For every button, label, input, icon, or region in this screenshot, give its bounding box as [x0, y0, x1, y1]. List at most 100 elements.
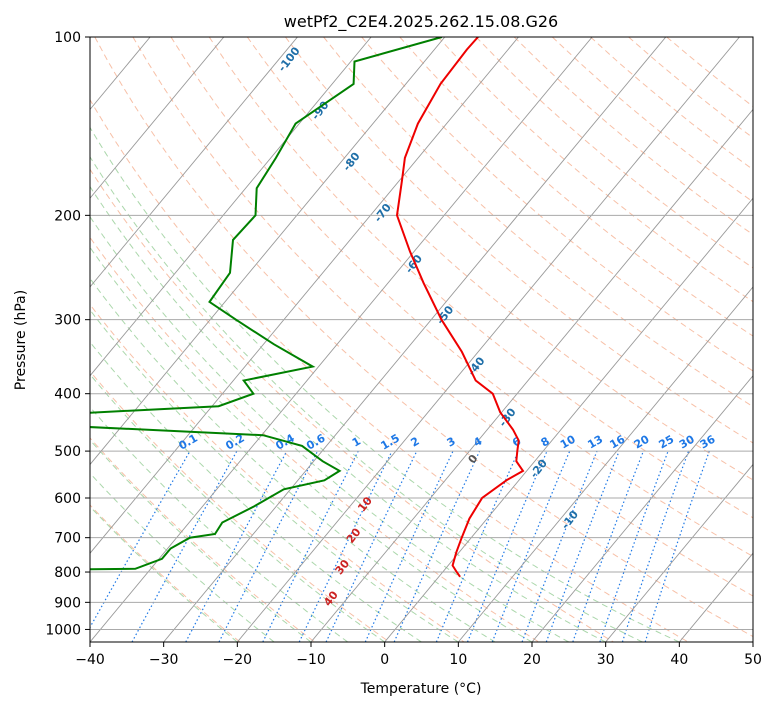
moist-adiabat-line — [90, 215, 570, 642]
mixing-ratio-line — [621, 450, 690, 642]
x-axis-title: Temperature (°C) — [360, 681, 482, 697]
mixing-ratio-label: 13 — [585, 433, 605, 452]
isotherm-value-label: -10 — [559, 508, 582, 532]
mixing-ratio-line — [131, 450, 238, 642]
mixing-ratio-label: 10 — [558, 432, 578, 451]
mixing-ratio-label: 8 — [539, 435, 552, 450]
dry-adiabat-line — [590, 37, 753, 171]
mixing-ratio-line — [644, 450, 710, 642]
x-tick-label: 10 — [449, 652, 467, 668]
dry-adiabat-line — [90, 168, 614, 642]
x-tick-label: 30 — [597, 652, 615, 668]
mixing-ratio-line — [599, 450, 669, 642]
isotherm-line — [678, 552, 753, 642]
isotherm-value-label: -50 — [434, 303, 457, 327]
chart-title: wetPf2_C2E4.2025.262.15.08.G26 — [284, 12, 558, 32]
dry-adiabat-line — [90, 504, 241, 642]
isotherm-line — [752, 641, 753, 642]
dry-adiabat-line — [90, 236, 540, 642]
isotherm-line — [0, 37, 76, 642]
y-tick-label: 500 — [54, 444, 81, 460]
moist-adiabat-line — [90, 246, 533, 642]
isotherm-line — [90, 37, 446, 466]
mixing-ratio-line — [218, 450, 319, 642]
dry-adiabat-line — [90, 98, 689, 642]
moist-adiabat-line — [90, 472, 275, 642]
isotherm-line — [163, 37, 667, 642]
moist-adiabat-line — [90, 185, 606, 642]
moist-adiabat-line — [90, 126, 680, 642]
moist-adiabat-line — [90, 406, 349, 642]
y-tick-label: 400 — [54, 387, 81, 403]
isotherm-line — [90, 37, 593, 642]
dry-adiabat-line — [94, 37, 753, 638]
mixing-ratio-label: 3 — [445, 435, 458, 450]
mixing-ratio-line — [393, 450, 481, 642]
mixing-ratio-line — [185, 450, 288, 642]
dry-adiabat-line — [170, 37, 753, 558]
y-tick-label: 300 — [54, 313, 81, 329]
isotherm-line — [605, 463, 753, 642]
x-tick-label: −40 — [75, 652, 105, 668]
mixing-ratio-label: 0.1 — [177, 432, 200, 453]
isotherm-line — [457, 286, 753, 642]
isotherm-line — [90, 37, 298, 288]
mixing-ratio-line — [364, 450, 454, 642]
isotherm-value-label: -60 — [403, 252, 426, 276]
moist-adiabat-line — [90, 341, 422, 642]
mixing-ratio-line — [466, 450, 548, 642]
y-tick-label: 200 — [54, 208, 81, 224]
x-tick-label: 40 — [670, 652, 688, 668]
y-tick-label: 900 — [54, 595, 81, 611]
isotherm-value-label-warm: 20 — [344, 525, 364, 545]
y-tick-label: 1000 — [45, 622, 81, 638]
dry-adiabat-line — [475, 37, 753, 269]
moist-adiabat-line — [90, 373, 385, 642]
dry-adiabat-line — [513, 37, 753, 236]
dry-adiabat-line — [132, 37, 753, 597]
dry-adiabat-line — [285, 37, 753, 444]
mixing-ratio-label: 2 — [408, 435, 421, 450]
mixing-ratio-line — [521, 450, 598, 642]
mixing-ratio-label: 4 — [471, 434, 484, 449]
isotherm-line — [0, 37, 3, 642]
y-tick-label: 800 — [54, 565, 81, 581]
mixing-ratio-line — [572, 450, 644, 642]
axes: −40 −30 −20 −10 0 10 20 30 40 5010020030040050060… — [45, 30, 762, 668]
profiles — [90, 37, 525, 578]
dry-adiabat-line — [323, 37, 753, 408]
isotherm-line — [531, 375, 753, 642]
line-labels: 0.1 0.2 0.4 0.6 1 1.5 2 3 4 6 8 10 13 16 20 25 30 36-100-… — [177, 44, 718, 608]
x-tick-label: 50 — [744, 652, 762, 668]
mixing-ratio-line — [90, 450, 191, 629]
x-tick-label: −10 — [296, 652, 326, 668]
moist-adiabat-line — [90, 439, 312, 642]
dry-adiabat-line — [90, 370, 390, 642]
moist-adiabat-line — [90, 277, 496, 642]
temperature-profile — [395, 37, 525, 578]
x-tick-label: 0 — [380, 652, 389, 668]
mixing-ratio-line — [545, 450, 620, 642]
mixing-ratio-label: 1 — [350, 435, 363, 450]
dry-adiabat-line — [437, 37, 753, 303]
background-grid — [0, 37, 753, 642]
moist-adiabat-line — [90, 505, 238, 642]
dry-adiabat-line — [90, 437, 316, 642]
mixing-ratio-label: 1.5 — [379, 432, 402, 453]
dewpoint-profile — [90, 37, 443, 571]
dry-adiabat-line — [246, 37, 753, 481]
y-tick-label: 600 — [54, 491, 81, 507]
mixing-ratio-label: 20 — [632, 432, 652, 451]
moist-adiabat-line — [90, 309, 459, 642]
isotherm-value-label: -20 — [527, 457, 550, 481]
isotherm-line — [310, 108, 753, 642]
mixing-ratio-line — [491, 450, 571, 642]
dry-adiabat-line — [666, 37, 753, 108]
isotherm-value-label: -70 — [371, 201, 394, 225]
isotherm-line — [384, 197, 753, 642]
mixing-ratio-line — [435, 450, 519, 642]
x-tick-label: −30 — [149, 652, 179, 668]
mixing-ratio-label: 16 — [608, 432, 628, 451]
plot-frame — [89, 36, 754, 643]
